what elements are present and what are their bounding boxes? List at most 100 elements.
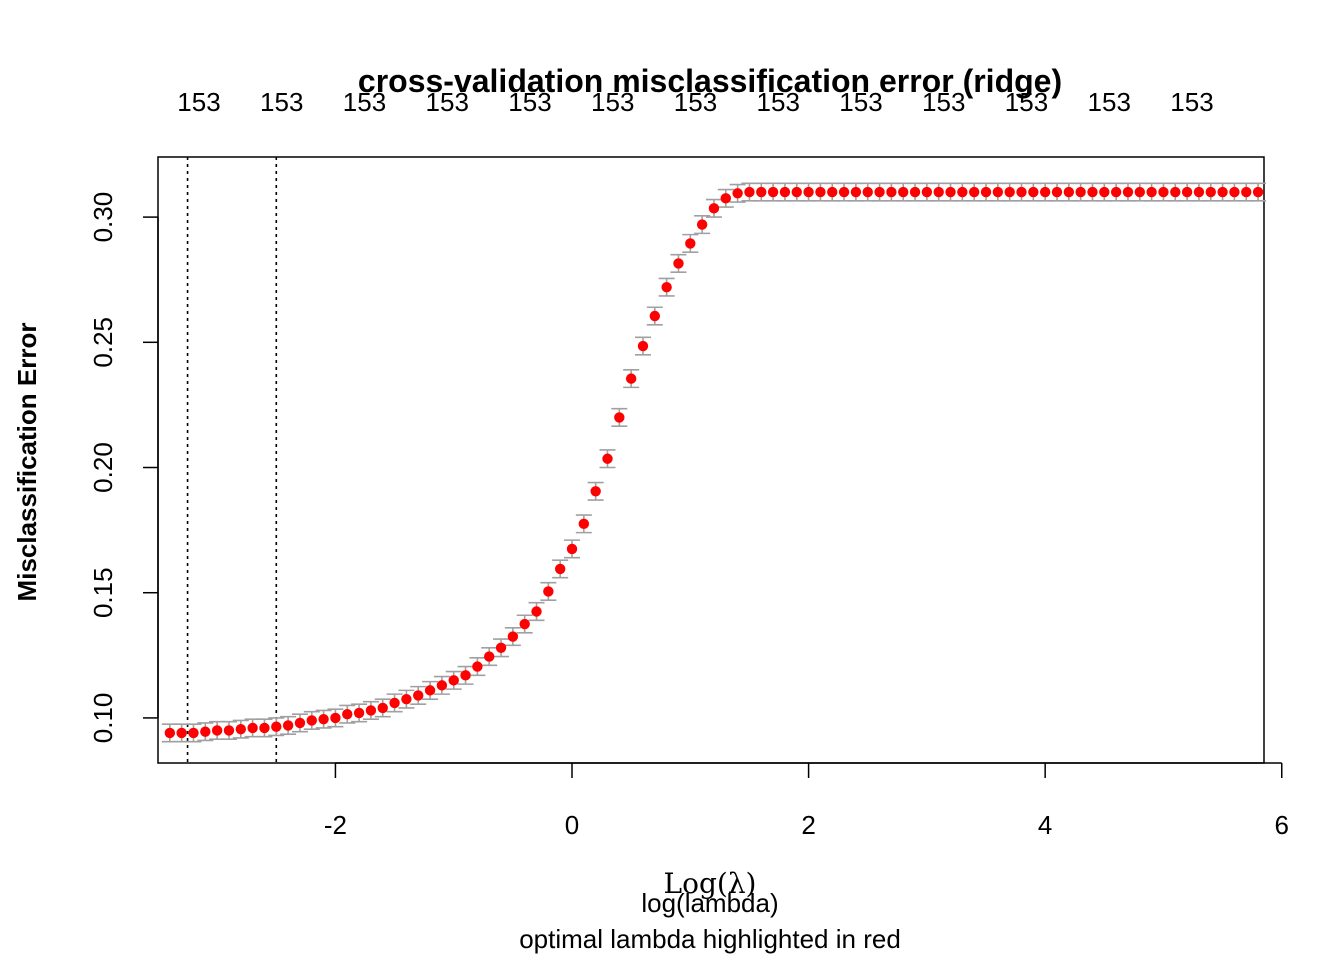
data-point: [460, 670, 471, 681]
top-axis: 153 153 153 153 153 153 153 153 153 153 153 153 153: [177, 87, 1213, 117]
top-axis-label: 153: [260, 87, 303, 117]
data-point: [980, 186, 992, 198]
data-point: [815, 186, 826, 198]
top-axis-label: 153: [343, 87, 386, 117]
x-tick-label: 4: [1038, 810, 1052, 840]
x-tick-label: 6: [1275, 810, 1289, 840]
top-axis-label: 153: [839, 87, 882, 117]
data-point: [661, 282, 672, 293]
data-point: [1004, 186, 1015, 198]
data-point: [318, 713, 329, 725]
data-point: [365, 705, 377, 716]
data-point: [1122, 186, 1134, 198]
data-point: [1028, 186, 1039, 198]
data-point: [1217, 186, 1228, 198]
data-point: [200, 726, 211, 737]
data-point: [377, 702, 388, 714]
y-tick-label: 0.30: [88, 192, 118, 243]
data-point: [424, 685, 436, 696]
data-point: [353, 707, 365, 719]
data-point: [886, 186, 897, 198]
data-point: [968, 186, 980, 198]
data-point: [436, 680, 448, 691]
data-point: [306, 715, 317, 726]
data-point: [389, 697, 400, 709]
top-axis-label: 153: [1088, 87, 1131, 117]
data-point: [507, 631, 519, 642]
data-point: [1181, 186, 1193, 198]
chart-title: cross-validation misclassification error…: [358, 63, 1062, 99]
data-point: [176, 727, 187, 739]
top-axis-label: 153: [757, 87, 800, 117]
data-point: [1016, 186, 1027, 198]
y-tick-label: 0.15: [88, 567, 118, 618]
data-point: [1087, 186, 1098, 198]
data-point: [495, 642, 507, 654]
data-point: [1039, 186, 1051, 198]
data-point: [1063, 186, 1075, 198]
data-point: [259, 722, 270, 734]
data-point: [1110, 186, 1122, 198]
data-point: [1099, 186, 1110, 198]
top-axis-label: 153: [674, 87, 717, 117]
data-point: [1170, 186, 1181, 198]
data-point: [732, 188, 743, 199]
data-points: [164, 186, 1264, 739]
data-point: [1241, 186, 1252, 198]
data-point: [779, 186, 791, 198]
data-point: [531, 606, 542, 617]
data-point: [756, 186, 767, 198]
data-point: [933, 186, 944, 198]
data-point: [637, 340, 649, 352]
data-point: [330, 712, 341, 724]
data-point: [590, 486, 601, 497]
data-point: [188, 727, 199, 739]
top-axis-label: 153: [426, 87, 469, 117]
data-point: [519, 618, 530, 630]
data-point: [342, 708, 353, 720]
top-axis-label: 153: [1170, 87, 1213, 117]
data-point: [649, 310, 661, 322]
data-point: [1193, 186, 1205, 198]
top-axis-label: 153: [177, 87, 220, 117]
data-point: [791, 186, 802, 198]
x-axis: -2 0 2 4 6: [324, 762, 1289, 840]
data-point: [744, 186, 755, 198]
data-point: [850, 186, 862, 198]
data-point: [484, 651, 495, 662]
data-point: [543, 586, 554, 597]
data-point: [223, 725, 235, 736]
data-point: [767, 186, 779, 198]
data-point: [625, 373, 637, 384]
data-point: [401, 693, 412, 705]
data-point: [211, 725, 223, 736]
x-axis-label-overlay: log(lambda): [641, 888, 778, 918]
y-axis-label: Misclassification Error: [12, 323, 42, 602]
data-point: [1252, 186, 1264, 198]
data-point: [164, 727, 176, 739]
data-point: [898, 186, 909, 198]
top-axis-label: 153: [1005, 87, 1048, 117]
data-point: [1205, 186, 1216, 198]
error-bars: [161, 182, 1267, 743]
data-point: [1146, 186, 1157, 198]
data-point: [566, 543, 578, 555]
data-point: [1134, 186, 1145, 198]
data-point: [827, 186, 838, 198]
top-axis-label: 153: [922, 87, 965, 117]
x-tick-label: 2: [801, 810, 815, 840]
data-point: [673, 258, 684, 269]
x-tick-label: 0: [565, 810, 579, 840]
data-point: [448, 675, 459, 686]
data-point: [554, 563, 566, 575]
plot-frame: [157, 156, 1265, 764]
top-axis-label: 153: [508, 87, 551, 117]
data-point: [614, 412, 625, 423]
reference-lines: [186, 157, 278, 763]
data-point: [472, 661, 483, 672]
data-point: [957, 186, 968, 198]
data-point: [1051, 186, 1063, 198]
data-point: [271, 721, 282, 732]
y-axis: 0.10 0.15 0.20 0.25 0.30: [88, 192, 159, 743]
data-point: [862, 186, 873, 198]
